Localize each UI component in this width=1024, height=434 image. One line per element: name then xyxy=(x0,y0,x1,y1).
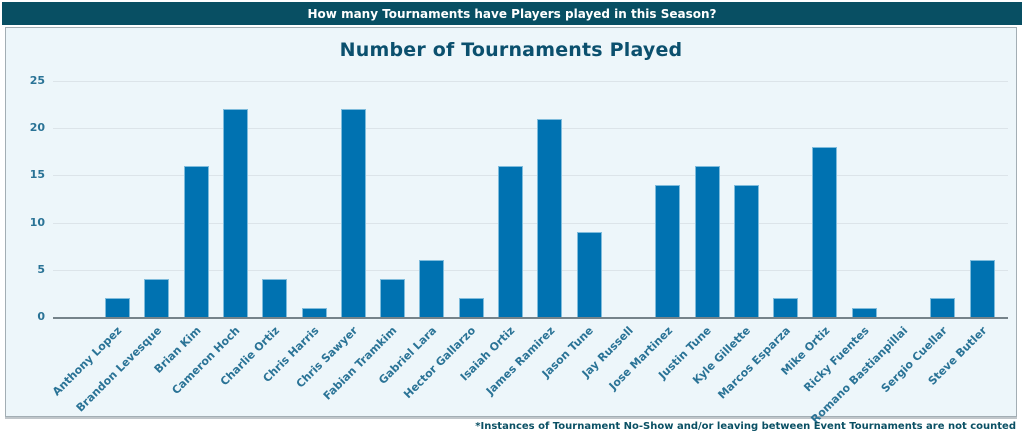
bar-fabian-tramkim[interactable] xyxy=(380,279,406,317)
gridline xyxy=(53,175,1008,177)
bar-cameron-hoch[interactable] xyxy=(222,109,248,317)
bar-kyle-gillette[interactable] xyxy=(733,184,759,317)
gridline xyxy=(53,128,1008,130)
bar-hector-gallarzo[interactable] xyxy=(458,298,484,317)
bar-marcos-esparza[interactable] xyxy=(773,298,799,317)
bar-steve-butler[interactable] xyxy=(969,260,995,317)
bar-james-ramirez[interactable] xyxy=(537,118,563,317)
bar-sergio-cuellar[interactable] xyxy=(930,298,956,317)
y-axis-tick-label: 0 xyxy=(37,310,45,323)
x-axis-label: Marcos Esparza xyxy=(715,324,793,402)
bar-justin-tune[interactable] xyxy=(694,165,720,317)
gridline xyxy=(53,81,1008,82)
x-axis-label: Cameron Hoch xyxy=(169,324,243,397)
x-axis-label: Anthony Lopez xyxy=(50,324,125,399)
dashboard-title: How many Tournaments have Players played… xyxy=(307,6,717,21)
footnote: *Instances of Tournament No-Show and/or … xyxy=(475,421,1016,432)
chart-title: Number of Tournaments Played xyxy=(339,39,683,61)
y-axis-tick-label: 5 xyxy=(37,262,45,276)
bar-chris-sawyer[interactable] xyxy=(340,109,366,317)
bar-gabriel-lara[interactable] xyxy=(419,260,445,317)
bar-brandon-levesque[interactable] xyxy=(144,279,170,317)
dashboard-title-bar: How many Tournaments have Players played… xyxy=(2,2,1022,25)
bar-chris-harris[interactable] xyxy=(301,307,327,317)
y-axis-tick-label: 25 xyxy=(29,74,45,87)
bar-jose-martinez[interactable] xyxy=(655,184,681,317)
chart-panel: Number of Tournaments Played 0 5 10 15 20 25 A… xyxy=(5,27,1017,426)
plot-area: 0 5 10 15 20 25 Anthony Lopez Brandon Levesque B… xyxy=(30,74,1008,426)
x-axis-label: Hector Gallarzo xyxy=(401,324,479,402)
bar-brian-kim[interactable] xyxy=(183,165,209,317)
bar-jason-tune[interactable] xyxy=(576,232,602,317)
gridline xyxy=(53,222,1008,224)
y-axis-tick-label: 10 xyxy=(29,215,45,229)
bar-isaiah-ortiz[interactable] xyxy=(498,165,523,317)
bar-mike-ortiz[interactable] xyxy=(812,147,838,317)
gridline xyxy=(53,269,1008,271)
x-axis-label: Fabian Tramkim xyxy=(321,324,400,403)
x-axis-label: James Ramirez xyxy=(483,324,557,398)
y-axis-tick-label: 15 xyxy=(29,168,45,182)
y-axis-tick-label: 20 xyxy=(29,121,45,135)
bar-ricky-fuentes[interactable] xyxy=(851,307,877,317)
bar-charlie-ortiz[interactable] xyxy=(262,279,288,317)
bar-anthony-lopez[interactable] xyxy=(105,298,130,317)
